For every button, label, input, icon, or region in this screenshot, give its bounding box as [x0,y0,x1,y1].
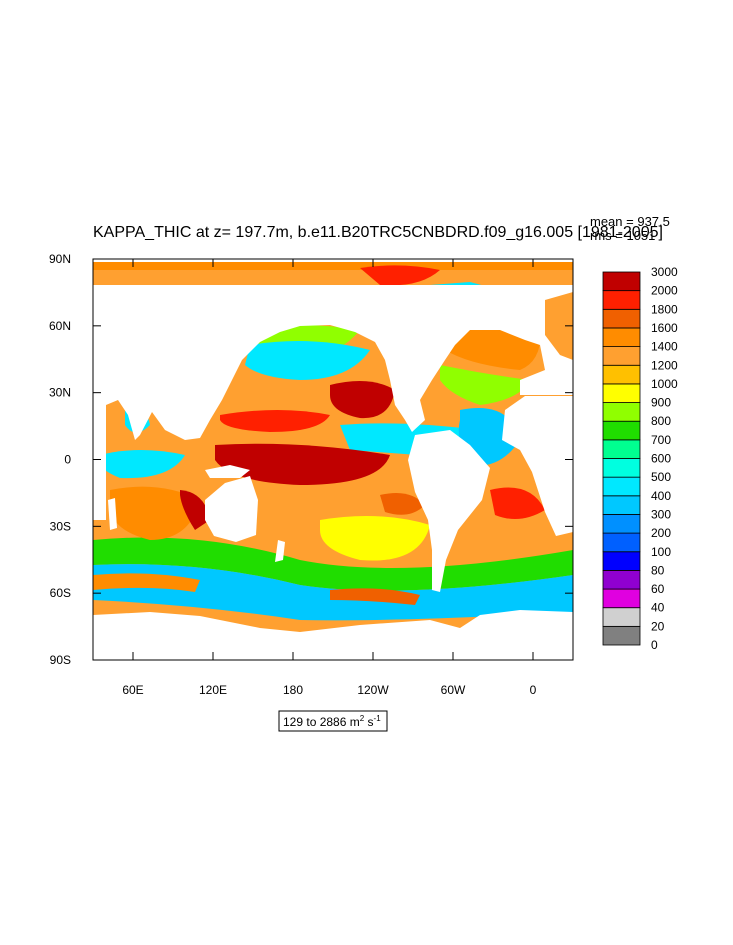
colorbar-label: 0 [651,638,658,652]
y-tick-label: 60S [50,586,71,600]
contour-region [380,492,425,515]
land [205,465,250,478]
colorbar-box [602,476,641,497]
colorbar-box [602,327,641,348]
colorbar-label: 1400 [651,340,678,354]
colorbar-label: 1200 [651,358,678,372]
contour-region [93,262,573,270]
colorbar-label: 60 [651,582,665,596]
land [108,498,117,530]
colorbar-box [602,458,641,478]
contour-region [110,486,200,540]
colorbar-label: 80 [651,563,665,577]
colorbar-box [602,271,641,292]
colorbar-box [602,514,641,534]
colorbar-label: 900 [651,396,671,410]
x-tick-label: 120E [199,683,227,697]
land [205,476,258,542]
range-text: 129 to 2886 m [283,715,360,729]
colorbar-box [602,532,641,553]
contour-region [440,365,530,405]
land [275,540,285,562]
mean-label: mean = 937.5 [590,214,670,229]
colorbar-box [602,364,641,385]
colorbar-label: 200 [651,526,671,540]
land [502,396,573,536]
contour-region [330,588,420,605]
x-tick-label: 60E [122,683,143,697]
contour-region [180,490,210,530]
contour-region [360,265,440,286]
y-tick-label: 30S [50,519,71,533]
title: KAPPA_THIC at z= 197.7m, b.e11.B20TRC5CN… [93,224,663,241]
range-text: s [364,715,373,729]
colorbar-label: 1800 [651,302,678,316]
colorbar-box [602,308,641,329]
contour-region [93,573,200,592]
colorbar-box [602,346,641,366]
colorbar-label: 600 [651,452,671,466]
x-tick-label: 180 [283,683,303,697]
map-field [93,259,573,660]
contour-region [320,516,430,561]
colorbar-label: 100 [651,545,671,559]
colorbar-label: 20 [651,619,665,633]
land [93,285,573,520]
contour-region [220,410,330,432]
contour-region [245,341,370,380]
range-sup: 2 [360,714,365,723]
colorbar-label: 800 [651,414,671,428]
x-tick-label: 60W [441,683,466,697]
colorbar-box [602,420,641,441]
colorbar-label: 500 [651,470,671,484]
y-tick-label: 90N [49,252,71,266]
land [465,285,505,330]
colorbar-label: 2000 [651,284,678,298]
colorbar-label: 1000 [651,377,678,391]
colorbar-box [602,588,641,609]
y-tick-label: 90S [50,653,71,667]
colorbar-box [602,402,641,422]
colorbar-label: 1600 [651,321,678,335]
colorbar-label: 700 [651,433,671,447]
range-sup: -1 [374,714,382,723]
rms-label: rms = 1051 [590,228,655,243]
x-tick-label: 120W [357,683,389,697]
colorbar-box [602,551,641,571]
colorbar-label: 300 [651,507,671,521]
contour-region [215,443,390,485]
colorbar-box [602,625,641,646]
colorbar-box [602,290,641,310]
colorbar-label: 400 [651,489,671,503]
x-tick-label: 0 [530,683,537,697]
colorbar-box [602,607,641,627]
y-tick-label: 60N [49,319,71,333]
contour-region [330,381,395,419]
contour-region [490,487,545,519]
y-tick-label: 30N [49,386,71,400]
range-box [278,710,388,732]
colorbar-box [602,439,641,459]
land [93,610,573,660]
colorbar-box [602,570,641,590]
range-label: 129 to 2886 m2 s-1 [283,714,381,729]
colorbar-label: 3000 [651,265,678,279]
land [408,430,490,592]
colorbar-box [602,495,641,515]
colorbar-label: 40 [651,601,665,615]
y-tick-label: 0 [64,453,71,467]
contour-region [93,537,573,591]
contour-region [100,450,185,479]
colorbar-box [602,383,641,403]
